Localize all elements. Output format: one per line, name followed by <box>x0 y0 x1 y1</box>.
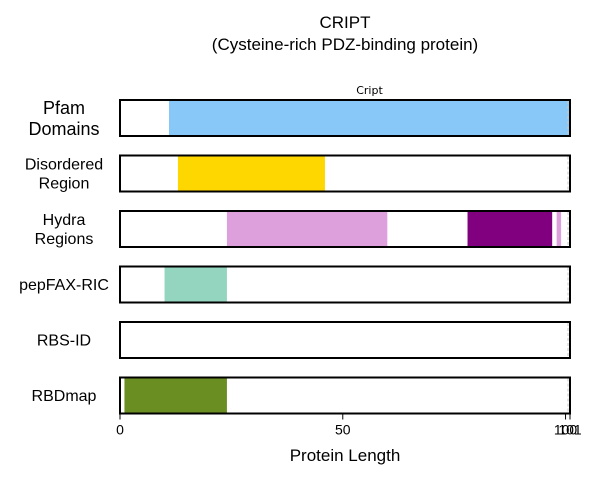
track-label: RBS-ID <box>37 333 91 350</box>
x-tick-label: 0 <box>116 422 124 438</box>
track-label-line: Pfam <box>43 98 85 118</box>
track: Hydra Regions <box>35 210 571 248</box>
track-border <box>119 99 571 137</box>
chart-subtitle: (Cysteine-rich PDZ-binding protein) <box>212 35 478 54</box>
track-border <box>119 265 571 304</box>
track-label: pepFAX-RIC <box>19 277 109 294</box>
track-label: Disordered Region <box>25 157 103 193</box>
track-border <box>119 210 571 248</box>
track-label-line: Domains <box>28 119 99 139</box>
track-label: RBDmap <box>32 388 97 405</box>
track: Cript Pfam Domains <box>28 84 571 139</box>
track: pepFAX-RIC <box>19 265 571 304</box>
track-label-line: Hydra <box>43 212 86 229</box>
track-label-line: Regions <box>35 231 94 248</box>
track-label-line: RBS-ID <box>37 333 91 350</box>
track: RBDmap <box>32 376 571 415</box>
segment-bar <box>177 155 325 192</box>
segment-bar <box>556 211 562 247</box>
track-label-line: Region <box>39 176 90 193</box>
segment-bar <box>226 211 388 247</box>
segment-label: Cript <box>356 84 383 97</box>
track-border <box>119 376 571 415</box>
track-label: Hydra Regions <box>35 212 94 248</box>
x-tick-label: 50 <box>335 422 351 438</box>
track-label-line: Disordered <box>25 157 103 174</box>
track-label: Pfam Domains <box>28 98 99 139</box>
track-border <box>119 154 571 193</box>
chart-title: CRIPT <box>320 13 371 32</box>
track-label-line: pepFAX-RIC <box>19 277 109 294</box>
segment-bar <box>164 266 227 303</box>
x-tick-label: 100 <box>554 422 578 438</box>
track: Disordered Region <box>25 154 571 193</box>
tracks-group: Cript Pfam Domains Disordered Region Hydra Reg… <box>19 84 571 415</box>
track-background <box>120 322 570 358</box>
track-border <box>119 321 571 359</box>
segment-bar <box>124 377 227 414</box>
segment-bar <box>467 211 553 247</box>
track: RBS-ID <box>37 321 571 359</box>
segment-bar <box>169 100 571 136</box>
track-label-line: RBDmap <box>32 388 97 405</box>
x-axis-label: Protein Length <box>290 446 401 465</box>
x-tick-label: 101 <box>558 422 582 438</box>
